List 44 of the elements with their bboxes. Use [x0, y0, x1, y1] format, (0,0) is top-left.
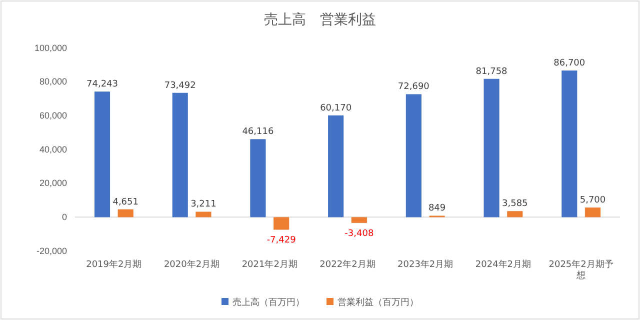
data-label: -7,429 — [266, 236, 296, 246]
bar — [351, 217, 367, 223]
y-tick-label: 40,000 — [39, 144, 67, 154]
data-label: 46,116 — [242, 127, 274, 138]
data-label: 86,700 — [554, 58, 586, 68]
x-tick-label: 2025年2月期予想 — [548, 259, 614, 281]
data-label: -3,408 — [344, 228, 374, 239]
data-label: 74,243 — [86, 80, 118, 90]
bar — [94, 92, 110, 218]
x-tick-label: 2024年2月期 — [475, 259, 532, 270]
bar — [328, 115, 344, 218]
y-tick-label: 20,000 — [39, 178, 67, 188]
x-tick-label: 2019年2月期 — [86, 259, 142, 270]
bar — [584, 208, 601, 218]
bar — [172, 92, 188, 218]
bar — [484, 78, 500, 218]
data-label: 72,690 — [398, 82, 430, 92]
data-label: 849 — [428, 204, 446, 214]
y-tick-label: 80,000 — [39, 76, 67, 87]
x-tick-label: 2023年2月期 — [398, 259, 454, 270]
bar — [118, 209, 134, 218]
bar — [562, 70, 578, 218]
y-tick-label: 100,000 — [34, 42, 67, 53]
bar — [250, 139, 266, 218]
data-label: 5,700 — [580, 196, 606, 206]
data-label: 73,492 — [164, 80, 196, 91]
data-label: 3,211 — [190, 200, 216, 210]
x-tick-label: 2020年2月期 — [164, 259, 220, 270]
data-label: 3,585 — [502, 199, 528, 210]
data-label: 4,651 — [112, 197, 138, 208]
legend-label: 営業利益（百万円） — [338, 297, 418, 308]
bar — [406, 94, 422, 218]
bar — [507, 211, 523, 218]
data-label: 81,758 — [476, 66, 508, 77]
data-label: 60,170 — [320, 103, 352, 114]
y-tick-label: -20,000 — [36, 246, 67, 256]
legend-label: 売上高（百万円） — [232, 297, 304, 308]
bar — [196, 212, 212, 218]
bar — [274, 217, 290, 230]
chart-title: 売上高 営業利益 — [264, 12, 376, 28]
y-tick-label: 0 — [62, 212, 67, 222]
y-tick-label: 60,000 — [39, 110, 67, 121]
x-tick-label: 2022年2月期 — [320, 259, 376, 270]
x-tick-label: 2021年2月期 — [242, 259, 298, 270]
